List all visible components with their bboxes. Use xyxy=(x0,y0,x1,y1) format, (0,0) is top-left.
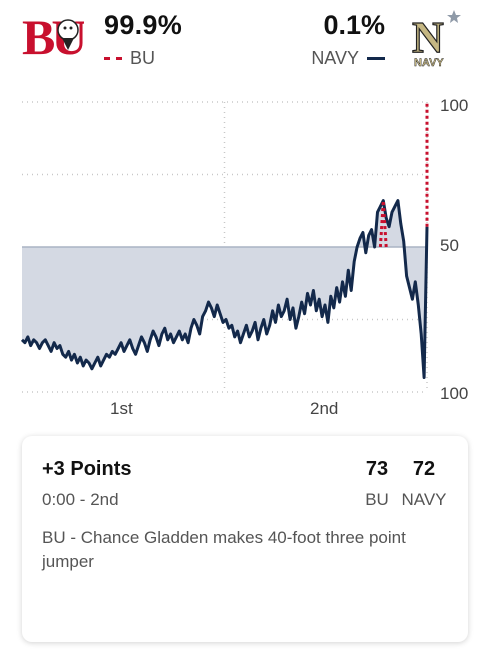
navy-score-abbr: NAVY xyxy=(401,490,447,509)
x-tick-1st: 1st xyxy=(110,399,133,418)
chart-canvas xyxy=(20,101,429,393)
last-play-card[interactable]: +3 Points 0:00 - 2nd 73 72 BU NAVY BU - … xyxy=(22,436,468,642)
series-line-navy xyxy=(20,199,429,379)
navy-score: 72 xyxy=(412,458,436,480)
bu-dash-legend-icon xyxy=(104,57,122,60)
navy-logo-icon: N NAVY xyxy=(411,10,461,68)
navy-legend: NAVY xyxy=(311,48,385,69)
play-title: +3 Points xyxy=(42,458,132,480)
y-tick-bottom: 100 xyxy=(440,384,469,403)
navy-line-legend-icon xyxy=(367,57,385,60)
win-probability-chart: 100 50 100 1st 2nd xyxy=(0,86,485,426)
bu-score-abbr: BU xyxy=(365,490,389,509)
chart-fill-area xyxy=(22,200,427,378)
navy-abbr: NAVY xyxy=(311,48,359,68)
navy-win-percentage: 0.1% xyxy=(323,10,385,40)
y-tick-top: 100 xyxy=(440,96,469,115)
bu-abbr: BU xyxy=(130,48,156,68)
play-description: BU - Chance Gladden makes 40-foot three … xyxy=(42,528,406,571)
play-time: 0:00 - 2nd xyxy=(42,490,119,509)
bu-win-percentage: 99.9% xyxy=(104,10,183,40)
bu-logo-icon: BU xyxy=(22,10,84,62)
svg-text:N: N xyxy=(412,13,444,62)
bu-score: 73 xyxy=(365,458,389,480)
y-tick-mid: 50 xyxy=(440,236,459,255)
bu-legend: BU xyxy=(104,48,155,69)
x-tick-2nd: 2nd xyxy=(310,399,339,418)
navy-logo-lettering: NAVY xyxy=(414,57,444,68)
win-probability-header: BU 99.9% BU 0.1% NAVY N NAVY xyxy=(0,0,485,80)
